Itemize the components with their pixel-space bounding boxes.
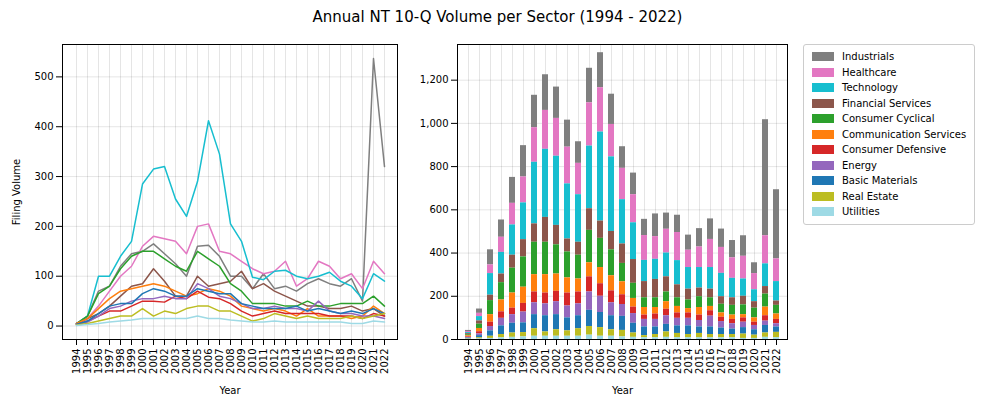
svg-text:0: 0 <box>47 320 53 331</box>
svg-text:2011: 2011 <box>650 349 661 374</box>
svg-text:200: 200 <box>429 290 448 301</box>
svg-text:2016: 2016 <box>705 349 716 374</box>
svg-text:2006: 2006 <box>595 349 606 374</box>
svg-text:2005: 2005 <box>584 349 595 374</box>
svg-text:2003: 2003 <box>562 349 573 374</box>
html-text:Technology: Technology <box>842 82 898 94</box>
svg-text:1995: 1995 <box>474 349 485 374</box>
svg-text:2019: 2019 <box>346 349 357 374</box>
svg-text:2009: 2009 <box>236 349 247 374</box>
svg-text:2009: 2009 <box>628 349 639 374</box>
svg-text:2018: 2018 <box>727 349 738 374</box>
svg-text:Year: Year <box>218 385 241 396</box>
html-text:Communication Services: Communication Services <box>842 128 967 140</box>
svg-text:2007: 2007 <box>606 349 617 374</box>
svg-text:1996: 1996 <box>93 349 104 374</box>
svg-text:2014: 2014 <box>683 349 694 374</box>
svg-text:1998: 1998 <box>115 349 126 374</box>
svg-text:2006: 2006 <box>203 349 214 374</box>
svg-text:800: 800 <box>429 161 448 172</box>
svg-text:2010: 2010 <box>247 349 258 374</box>
svg-text:1994: 1994 <box>463 349 474 374</box>
html-text:Consumer Cyclical: Consumer Cyclical <box>842 113 935 125</box>
svg-text:2003: 2003 <box>170 349 181 374</box>
svg-text:600: 600 <box>429 204 448 215</box>
svg-text:0: 0 <box>442 334 448 345</box>
svg-text:2000: 2000 <box>529 349 540 374</box>
html-text:Financial Services: Financial Services <box>842 97 932 109</box>
svg-text:2020: 2020 <box>749 349 760 374</box>
html-text:Healthcare: Healthcare <box>842 66 897 78</box>
svg-text:1999: 1999 <box>126 349 137 374</box>
svg-text:2021: 2021 <box>368 349 379 374</box>
svg-text:2001: 2001 <box>148 349 159 374</box>
svg-text:1997: 1997 <box>496 349 507 374</box>
svg-text:2022: 2022 <box>379 349 390 374</box>
svg-text:2004: 2004 <box>573 349 584 374</box>
html-text:Energy: Energy <box>842 159 877 171</box>
html-text:Basic Materials: Basic Materials <box>842 175 918 187</box>
svg-text:2001: 2001 <box>540 349 551 374</box>
svg-text:1999: 1999 <box>518 349 529 374</box>
svg-text:400: 400 <box>429 247 448 258</box>
svg-text:2017: 2017 <box>324 349 335 374</box>
svg-text:Year: Year <box>611 385 634 396</box>
html-text:Utilities: Utilities <box>842 206 880 218</box>
svg-text:1997: 1997 <box>104 349 115 374</box>
svg-text:1995: 1995 <box>82 349 93 374</box>
html-text:Consumer Defensive: Consumer Defensive <box>842 144 947 156</box>
svg-text:2012: 2012 <box>661 349 672 374</box>
svg-text:1994: 1994 <box>71 349 82 374</box>
svg-text:2008: 2008 <box>225 349 236 374</box>
svg-text:2002: 2002 <box>159 349 170 374</box>
svg-text:2004: 2004 <box>181 349 192 374</box>
svg-text:1998: 1998 <box>507 349 518 374</box>
svg-text:2019: 2019 <box>738 349 749 374</box>
svg-text:2008: 2008 <box>617 349 628 374</box>
svg-text:2007: 2007 <box>214 349 225 374</box>
svg-text:2014: 2014 <box>291 349 302 374</box>
svg-text:2010: 2010 <box>639 349 650 374</box>
svg-text:200: 200 <box>34 221 53 232</box>
svg-text:400: 400 <box>34 121 53 132</box>
svg-text:2018: 2018 <box>335 349 346 374</box>
svg-text:1,200: 1,200 <box>420 74 449 85</box>
svg-text:2022: 2022 <box>771 349 782 374</box>
svg-text:500: 500 <box>34 71 53 82</box>
svg-text:1996: 1996 <box>485 349 496 374</box>
svg-text:Filing Volume: Filing Volume <box>11 159 22 225</box>
svg-text:2002: 2002 <box>551 349 562 374</box>
svg-text:2016: 2016 <box>313 349 324 374</box>
svg-text:2015: 2015 <box>302 349 313 374</box>
svg-text:2005: 2005 <box>192 349 203 374</box>
html-text:Real Estate: Real Estate <box>842 190 899 202</box>
svg-text:2017: 2017 <box>716 349 727 374</box>
svg-text:300: 300 <box>34 171 53 182</box>
svg-text:2015: 2015 <box>694 349 705 374</box>
svg-text:2021: 2021 <box>760 349 771 374</box>
svg-text:2012: 2012 <box>269 349 280 374</box>
html-text:Annual NT 10-Q Volume per Sect: Annual NT 10-Q Volume per Sector (1994 -… <box>312 8 683 26</box>
svg-text:1,000: 1,000 <box>420 118 449 129</box>
svg-text:2013: 2013 <box>280 349 291 374</box>
svg-text:2020: 2020 <box>357 349 368 374</box>
svg-text:2000: 2000 <box>137 349 148 374</box>
svg-text:2013: 2013 <box>672 349 683 374</box>
html-text:Industrials: Industrials <box>842 51 895 63</box>
svg-text:2011: 2011 <box>258 349 269 374</box>
svg-text:100: 100 <box>34 270 53 281</box>
